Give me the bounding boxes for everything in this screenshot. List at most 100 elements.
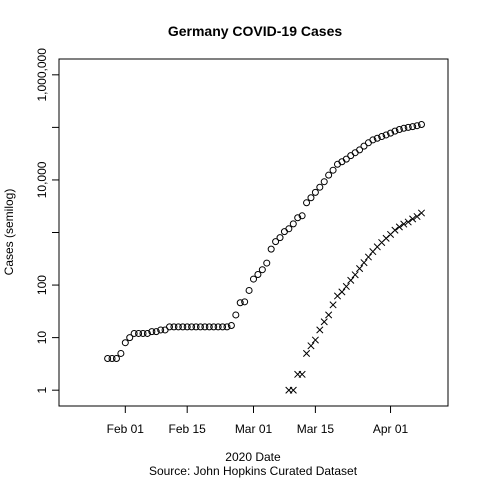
data-point-circle bbox=[227, 322, 235, 330]
data-point-cross bbox=[307, 342, 315, 350]
data-point-circle bbox=[267, 245, 275, 253]
data-point-circle bbox=[356, 146, 364, 154]
data-point-circle bbox=[183, 323, 191, 331]
data-point-circle bbox=[387, 129, 395, 137]
data-point-cross bbox=[298, 370, 306, 378]
data-point-circle bbox=[369, 136, 377, 144]
data-point-circle bbox=[360, 142, 368, 150]
data-point-circle bbox=[285, 225, 293, 233]
data-point-circle bbox=[395, 125, 403, 133]
data-point-cross bbox=[360, 259, 368, 267]
data-point-circle bbox=[391, 127, 399, 135]
data-point-circle bbox=[205, 323, 213, 331]
data-point-circle bbox=[170, 323, 178, 331]
data-point-circle bbox=[108, 355, 116, 363]
data-point-circle bbox=[174, 323, 182, 331]
data-point-circle bbox=[152, 328, 160, 336]
x-tick-label: Feb 01 bbox=[107, 422, 145, 436]
data-point-circle bbox=[272, 238, 280, 246]
data-point-circle bbox=[130, 329, 138, 337]
data-point-circle bbox=[104, 355, 112, 363]
data-point-circle bbox=[210, 323, 218, 331]
data-point-cross bbox=[395, 223, 403, 231]
data-point-circle bbox=[112, 355, 120, 363]
data-point-circle bbox=[219, 323, 227, 331]
y-axis-label: Cases (semilog) bbox=[2, 189, 16, 276]
data-point-cross bbox=[302, 349, 311, 357]
data-point-cross bbox=[391, 226, 399, 234]
data-point-circle bbox=[325, 171, 333, 179]
data-point-cross bbox=[289, 386, 297, 394]
data-point-circle bbox=[263, 259, 271, 267]
data-point-circle bbox=[280, 228, 288, 236]
data-point-circle bbox=[378, 133, 386, 141]
data-point-circle bbox=[223, 323, 231, 331]
data-point-circle bbox=[188, 323, 196, 331]
data-point-cross bbox=[325, 311, 333, 319]
data-point-cross bbox=[413, 212, 421, 221]
data-point-circle bbox=[413, 122, 421, 130]
y-axis: 1 10 100 10,000 1,000,000 bbox=[35, 48, 59, 394]
data-point-circle bbox=[307, 194, 315, 202]
data-point-circle bbox=[342, 155, 350, 163]
data-point-circle bbox=[294, 214, 302, 222]
data-point-circle bbox=[303, 199, 311, 207]
data-point-circle bbox=[196, 323, 204, 331]
x-tick-label: Mar 15 bbox=[297, 422, 335, 436]
data-point-circle bbox=[258, 266, 266, 274]
data-point-cross bbox=[338, 288, 346, 296]
data-point-cross bbox=[320, 318, 328, 326]
data-point-circle bbox=[157, 326, 165, 334]
data-point-circle bbox=[364, 139, 372, 147]
source-note: Source: John Hopkins Curated Dataset bbox=[149, 464, 358, 478]
data-point-cross bbox=[347, 276, 355, 284]
x-tick-label: Mar 01 bbox=[235, 422, 273, 436]
data-point-circle bbox=[400, 124, 408, 132]
data-point-circle bbox=[351, 149, 359, 157]
data-point-circle bbox=[135, 329, 143, 337]
data-point-circle bbox=[121, 339, 129, 347]
data-point-cross bbox=[417, 209, 426, 217]
x-axis-label: 2020 Date bbox=[225, 450, 281, 464]
y-tick-label: 100 bbox=[35, 275, 49, 295]
data-point-circle bbox=[329, 166, 337, 174]
x-axis: Feb 01 Feb 15 Mar 01 Mar 15 Apr 01 bbox=[107, 406, 409, 436]
data-point-circle bbox=[241, 298, 249, 306]
data-point-circle bbox=[245, 286, 253, 294]
data-point-circle bbox=[148, 328, 156, 336]
data-point-circle bbox=[166, 323, 174, 331]
data-point-circle bbox=[276, 234, 284, 242]
data-point-circle bbox=[289, 220, 297, 228]
data-point-circle bbox=[320, 178, 328, 186]
data-point-cross bbox=[364, 253, 372, 261]
data-point-cross bbox=[351, 271, 359, 279]
data-point-cross bbox=[409, 215, 417, 223]
y-tick-label: 10,000 bbox=[35, 161, 49, 198]
data-point-circle bbox=[117, 349, 125, 357]
data-point-circle bbox=[126, 334, 134, 342]
y-tick-label: 10 bbox=[35, 331, 49, 345]
y-tick-label: 1,000,000 bbox=[35, 48, 49, 102]
data-point-circle bbox=[373, 134, 381, 142]
data-point-circle bbox=[143, 329, 151, 337]
data-point-circle bbox=[311, 188, 319, 196]
data-points bbox=[104, 121, 426, 394]
data-point-circle bbox=[179, 323, 187, 331]
data-point-circle bbox=[192, 323, 200, 331]
y-tick-label: 1 bbox=[35, 387, 49, 394]
data-point-circle bbox=[139, 329, 147, 337]
data-point-cross bbox=[342, 282, 350, 291]
data-point-cross bbox=[400, 220, 408, 228]
data-point-cross bbox=[356, 265, 364, 273]
x-tick-label: Apr 01 bbox=[373, 422, 409, 436]
data-point-cross bbox=[311, 336, 319, 344]
data-point-circle bbox=[236, 299, 244, 307]
data-point-circle bbox=[250, 275, 257, 283]
data-point-circle bbox=[382, 131, 390, 139]
data-point-cross bbox=[329, 301, 337, 309]
data-point-circle bbox=[417, 121, 425, 129]
data-point-cross bbox=[404, 218, 412, 226]
data-point-circle bbox=[298, 212, 306, 220]
data-point-circle bbox=[214, 323, 222, 331]
